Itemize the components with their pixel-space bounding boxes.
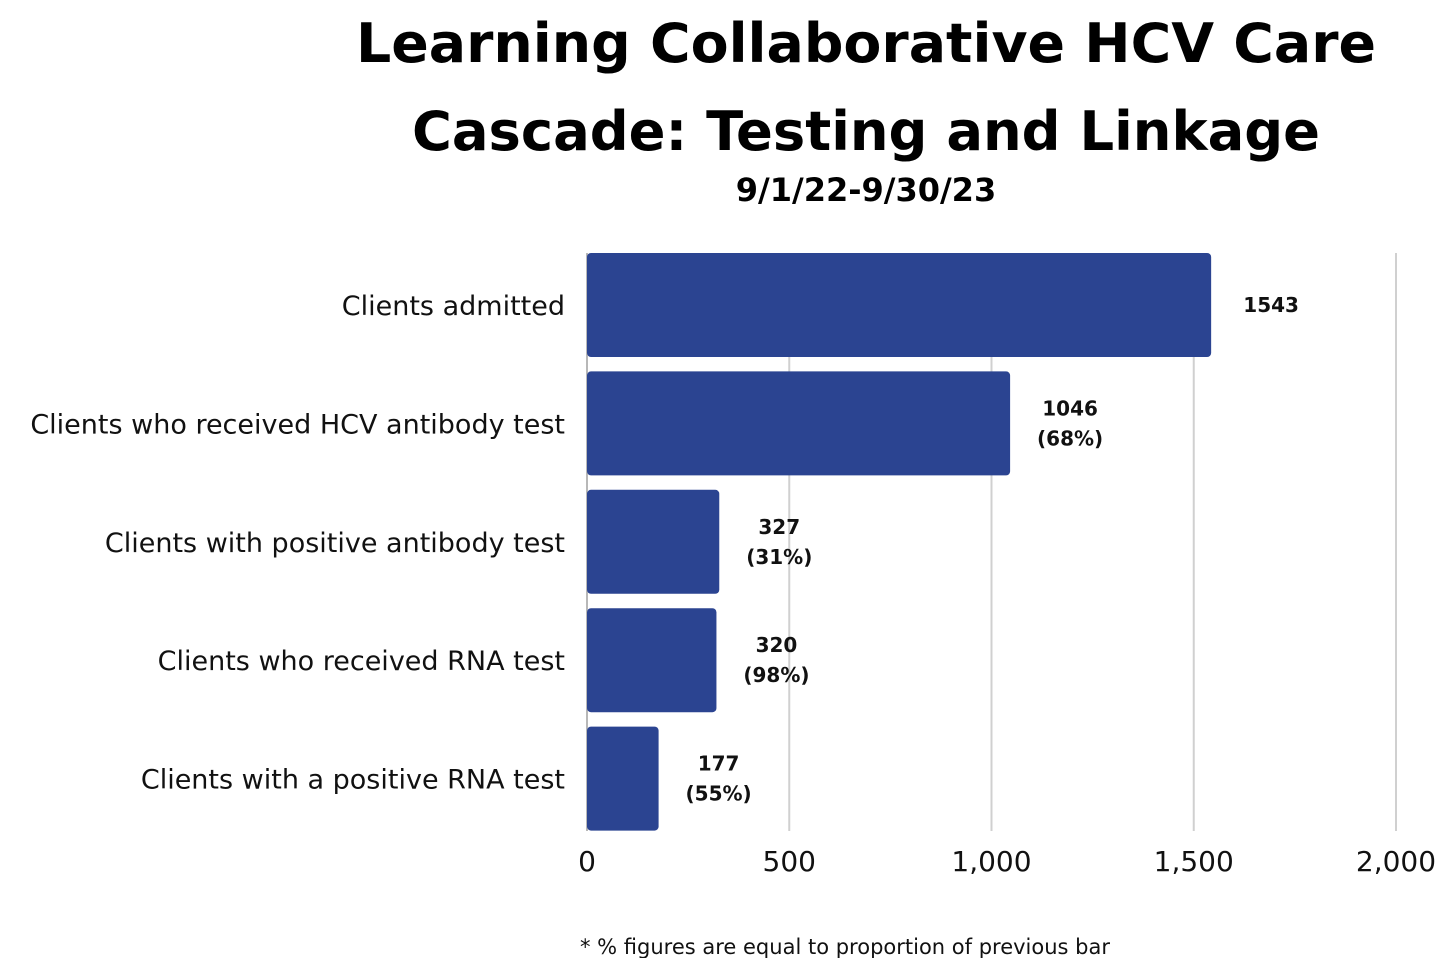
- category-label: Clients who received HCV antibody test: [30, 409, 565, 440]
- bars: [587, 253, 1212, 831]
- data-label: 177: [698, 752, 740, 776]
- category-label: Clients admitted: [342, 291, 565, 322]
- data-label: 1543: [1243, 293, 1299, 317]
- x-tick-label: 1,000: [951, 845, 1031, 878]
- x-tick-label: 0: [578, 845, 596, 878]
- x-tick-label: 500: [763, 845, 816, 878]
- footnote: * % figures are equal to proportion of p…: [580, 935, 1110, 958]
- data-label: 1046: [1042, 396, 1098, 420]
- chart-title-line-1: Learning Collaborative HCV Care: [356, 12, 1376, 75]
- data-labels: 1543 1046 (68%) 327 (31%) 320 (98%) 177 (55%): [686, 293, 1299, 806]
- category-label: Clients who received RNA test: [158, 646, 565, 677]
- x-tick-label: 1,500: [1154, 845, 1234, 878]
- data-label: (98%): [743, 663, 809, 687]
- data-label: 320: [756, 633, 798, 657]
- bar: [587, 489, 720, 594]
- data-label: (31%): [746, 545, 812, 569]
- category-labels: Clients admitted Clients who received HCV…: [30, 291, 565, 796]
- chart-subtitle: 9/1/22-9/30/23: [736, 171, 996, 209]
- x-axis-tick-labels: 0 500 1,000 1,500 2,000: [578, 845, 1436, 878]
- data-label: (68%): [1037, 426, 1103, 450]
- bar: [587, 371, 1011, 476]
- bar: [587, 608, 717, 713]
- category-label: Clients with a positive RNA test: [141, 765, 565, 796]
- chart-title-line-2: Cascade: Testing and Linkage: [412, 100, 1320, 163]
- x-tick-label: 2,000: [1356, 845, 1436, 878]
- data-label: 327: [758, 515, 800, 539]
- category-label: Clients with positive antibody test: [105, 528, 565, 559]
- data-label: (55%): [686, 782, 752, 806]
- bar: [587, 253, 1212, 357]
- bar: [587, 726, 659, 831]
